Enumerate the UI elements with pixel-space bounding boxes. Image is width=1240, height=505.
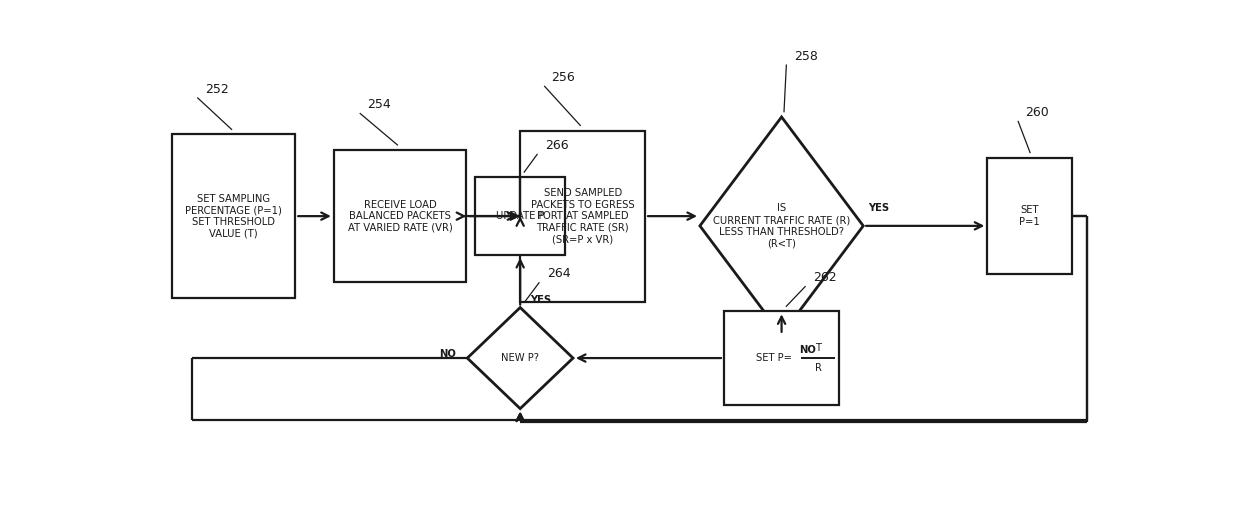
Text: 252: 252	[205, 83, 228, 95]
Text: NO: NO	[439, 349, 456, 359]
Text: SET SAMPLING
PERCENTAGE (P=1)
SET THRESHOLD
VALUE (T): SET SAMPLING PERCENTAGE (P=1) SET THRESH…	[185, 194, 283, 238]
FancyBboxPatch shape	[334, 150, 466, 282]
Text: YES: YES	[529, 295, 551, 305]
Text: SET
P=1: SET P=1	[1019, 206, 1040, 227]
Text: 258: 258	[794, 49, 817, 63]
Text: NEW P?: NEW P?	[501, 353, 539, 363]
Text: RECEIVE LOAD
BALANCED PACKETS
AT VARIED RATE (VR): RECEIVE LOAD BALANCED PACKETS AT VARIED …	[347, 199, 453, 233]
FancyBboxPatch shape	[475, 177, 565, 255]
Text: NO: NO	[799, 345, 816, 356]
Text: 264: 264	[547, 267, 570, 280]
FancyBboxPatch shape	[724, 312, 839, 405]
Text: YES: YES	[868, 204, 889, 214]
FancyBboxPatch shape	[987, 158, 1071, 275]
Polygon shape	[699, 117, 863, 335]
Text: SEND SAMPLED
PACKETS TO EGRESS
PORT AT SAMPLED
TRAFFIC RATE (SR)
(SR=P x VR): SEND SAMPLED PACKETS TO EGRESS PORT AT S…	[531, 188, 635, 244]
Polygon shape	[467, 308, 573, 409]
Text: 266: 266	[544, 139, 568, 152]
Text: IS
CURRENT TRAFFIC RATE (R)
LESS THAN THRESHOLD?
(R<T): IS CURRENT TRAFFIC RATE (R) LESS THAN TH…	[713, 204, 851, 248]
Text: UPDATE P: UPDATE P	[496, 211, 544, 221]
FancyBboxPatch shape	[172, 134, 295, 298]
Text: 262: 262	[813, 271, 837, 284]
Text: SET P=: SET P=	[756, 353, 792, 363]
Text: 256: 256	[552, 71, 575, 84]
Text: T: T	[815, 343, 821, 354]
Text: 260: 260	[1025, 106, 1049, 119]
Text: R: R	[815, 363, 822, 373]
Text: 254: 254	[367, 98, 391, 111]
FancyBboxPatch shape	[521, 131, 645, 301]
